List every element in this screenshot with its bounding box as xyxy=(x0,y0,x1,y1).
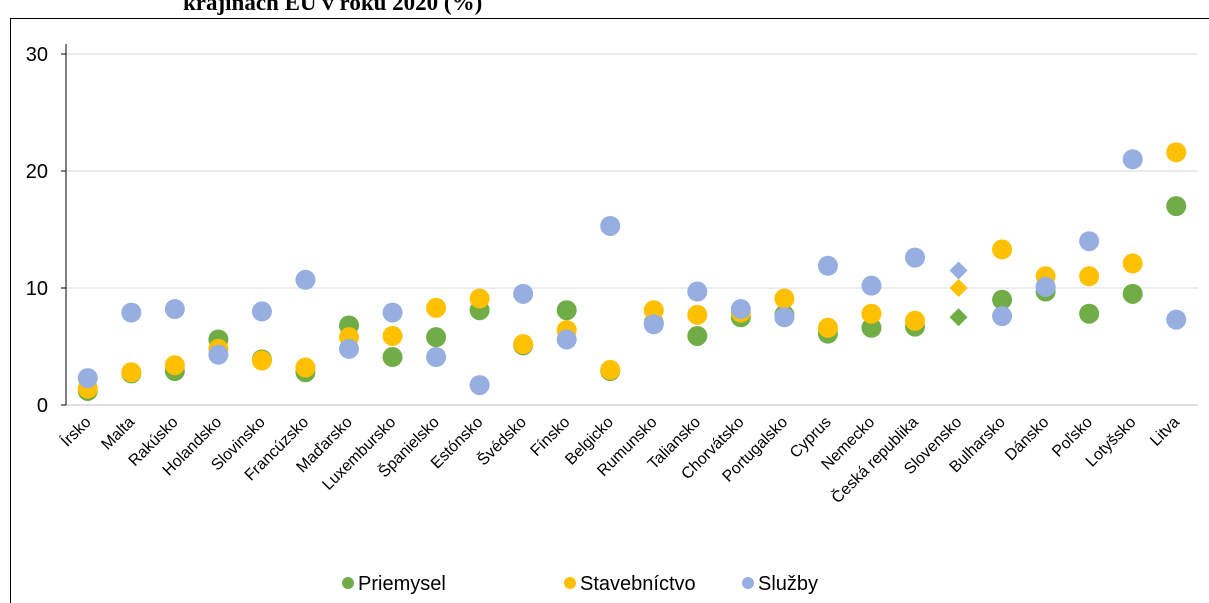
marker xyxy=(774,288,795,309)
marker xyxy=(339,338,359,359)
marker xyxy=(949,279,968,297)
marker xyxy=(251,350,272,371)
marker xyxy=(730,299,751,320)
marker xyxy=(208,344,229,365)
marker xyxy=(77,368,98,389)
marker xyxy=(164,355,185,376)
marker xyxy=(469,288,490,309)
marker xyxy=(556,300,577,321)
marker xyxy=(382,302,403,323)
marker xyxy=(426,327,447,348)
marker xyxy=(687,281,708,302)
marker xyxy=(992,239,1013,260)
marker xyxy=(600,359,621,380)
marker xyxy=(949,308,968,327)
marker xyxy=(164,299,185,320)
marker xyxy=(1079,231,1100,252)
marker xyxy=(992,306,1013,327)
y-tick-label: 30 xyxy=(26,44,48,66)
marker xyxy=(861,275,882,296)
marker xyxy=(687,304,708,325)
marker xyxy=(1166,309,1187,330)
chart-frame xyxy=(10,18,1209,603)
marker xyxy=(600,215,621,236)
marker xyxy=(1079,303,1100,324)
marker xyxy=(513,334,534,355)
y-tick-label: 20 xyxy=(26,161,48,183)
marker xyxy=(1122,149,1143,170)
legend-label: Služby xyxy=(758,573,818,595)
marker xyxy=(905,247,925,268)
legend-marker xyxy=(742,577,754,589)
marker xyxy=(382,325,403,346)
marker xyxy=(949,261,968,280)
marker xyxy=(1035,276,1056,297)
chart-title: krajinách EÚ v roku 2020 (%) xyxy=(183,0,482,15)
marker xyxy=(774,307,795,328)
marker xyxy=(382,347,403,368)
marker xyxy=(861,317,882,338)
marker xyxy=(861,303,882,324)
legend-label: Stavebníctvo xyxy=(580,573,696,595)
marker xyxy=(295,357,316,378)
marker xyxy=(1079,266,1100,287)
marker xyxy=(817,255,838,276)
legend-label: Priemysel xyxy=(358,573,446,595)
marker xyxy=(905,310,925,331)
marker xyxy=(1122,253,1143,274)
y-tick-label: 0 xyxy=(37,395,48,417)
marker xyxy=(556,329,577,350)
y-tick-label: 10 xyxy=(26,278,48,300)
marker xyxy=(251,301,272,322)
marker xyxy=(121,302,142,323)
marker xyxy=(1166,196,1187,217)
legend-marker xyxy=(564,577,576,589)
marker xyxy=(643,300,664,321)
marker xyxy=(817,317,838,338)
marker xyxy=(643,314,664,335)
marker xyxy=(992,289,1013,310)
marker xyxy=(426,297,447,318)
marker xyxy=(469,375,490,396)
marker xyxy=(426,347,447,368)
marker xyxy=(1122,283,1143,304)
marker xyxy=(513,283,534,304)
marker xyxy=(121,362,142,383)
marker xyxy=(295,269,316,290)
marker xyxy=(1166,142,1187,163)
marker xyxy=(687,325,708,346)
legend-marker xyxy=(342,577,354,589)
